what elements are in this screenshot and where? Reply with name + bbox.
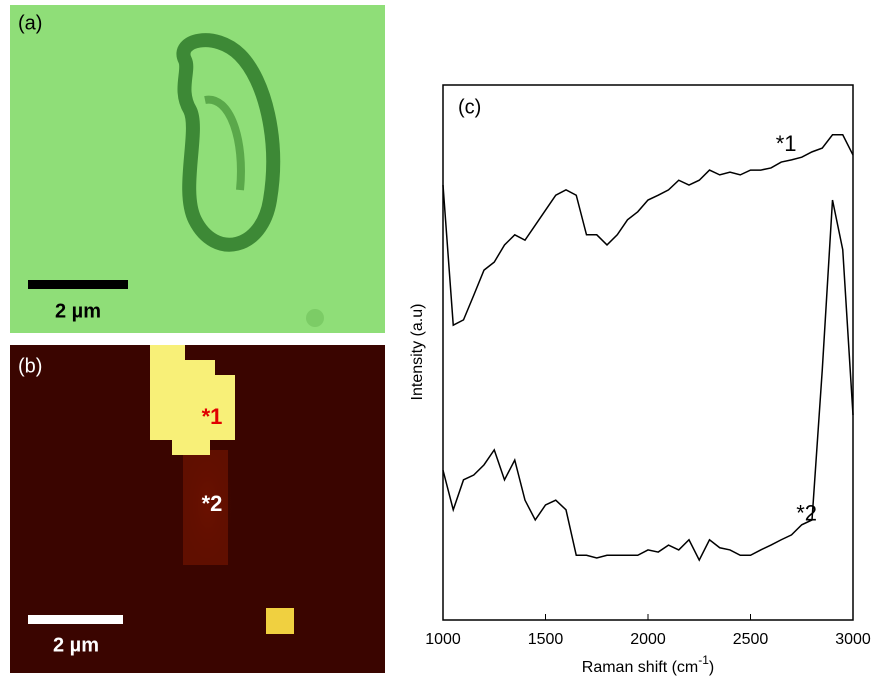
plot-frame (442, 84, 854, 621)
curve-label: *2 (796, 501, 817, 526)
cell-signal (183, 450, 228, 565)
x-axis-label-text: Raman shift (cm (582, 659, 698, 676)
panel-label: (c) (458, 96, 481, 118)
x-axis-label-sup: -1 (698, 653, 709, 667)
cell-inner (204, 95, 245, 191)
spectrum-chart: (c) Intensity (a.u) Raman shift (cm-1) 1… (409, 84, 871, 676)
spot-label: *1 (202, 404, 223, 429)
spectrum-line (442, 134, 854, 327)
panel-b: (b) *1 *2 2 µm (10, 345, 385, 673)
x-tick-label: 2500 (733, 631, 769, 648)
hotspot-small (266, 608, 294, 634)
x-tick-label: 1500 (528, 631, 564, 648)
curve-label: *1 (776, 131, 797, 156)
cell (176, 33, 281, 252)
spectrum-line (442, 199, 854, 562)
particle (306, 309, 324, 327)
x-tick-label: 3000 (835, 631, 871, 648)
scale-label: 2 µm (53, 634, 99, 656)
scale-bar (28, 280, 128, 289)
x-tick-label: 1000 (425, 631, 461, 648)
panel-label: (b) (18, 355, 42, 377)
x-axis-label: Raman shift (cm-1) (582, 653, 714, 676)
spot-label: *2 (202, 491, 223, 516)
hotspot (150, 345, 235, 455)
scale-bar (28, 615, 123, 624)
panel-label: (a) (18, 12, 42, 34)
scale-label: 2 µm (55, 300, 101, 322)
micrograph (10, 5, 385, 333)
x-axis-label-end: ) (709, 659, 714, 676)
y-axis-label: Intensity (a.u) (409, 304, 426, 401)
panel-a: (a) 2 µm (10, 5, 385, 333)
x-tick-label: 2000 (630, 631, 666, 648)
